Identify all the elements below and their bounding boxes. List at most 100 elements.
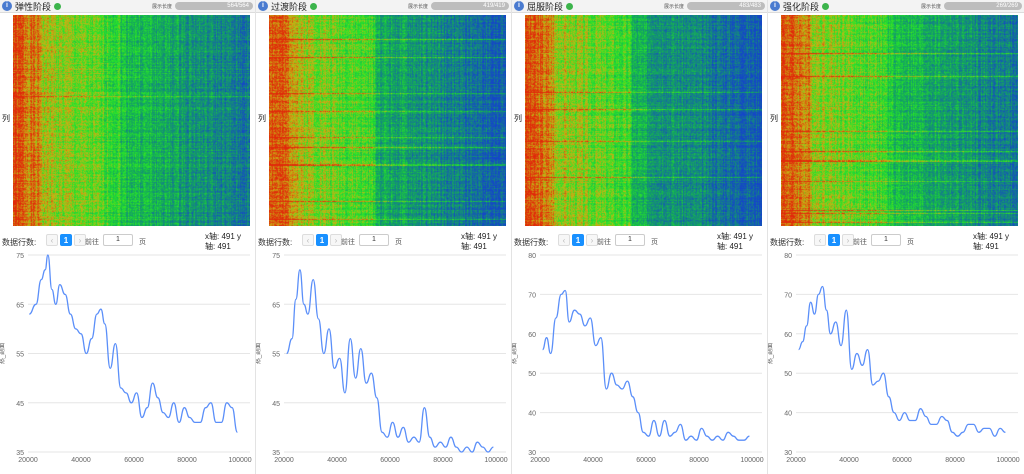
panel-title: 屈服阶段 [527, 1, 564, 12]
y-axis-label: 热_剖面 [256, 343, 262, 364]
display-length-bar[interactable]: 564/564 [175, 2, 253, 10]
line-chart[interactable]: 35 45 55 65 75 20000 40000 60000 80000 100000 热_剖面 [256, 253, 512, 474]
heatmap-side-label: 列 [770, 114, 778, 123]
x-tick-label: 20000 [274, 457, 294, 464]
y-tick-label: 35 [272, 450, 280, 457]
y-axis-label: 热_剖面 [0, 343, 6, 364]
y-tick-label: 35 [16, 450, 24, 457]
x-tick-label: 80000 [945, 457, 965, 464]
heatmap-side-label: 列 [2, 114, 10, 123]
prev-page-button[interactable]: ‹ [558, 234, 570, 246]
rows-label: 数据行数: [2, 238, 37, 247]
display-length-bar[interactable]: 483/483 [687, 2, 765, 10]
y-tick-label: 55 [272, 352, 280, 359]
y-tick-label: 75 [16, 253, 24, 260]
y-tick-label: 50 [528, 371, 536, 378]
axis-info: x轴: 491 y 轴: 491 [717, 232, 767, 252]
prev-page-button[interactable]: ‹ [302, 234, 314, 246]
heatmap-side-label: 列 [514, 114, 522, 123]
page-input[interactable]: 1 [871, 234, 901, 246]
status-ok-icon [566, 2, 574, 10]
axis-info-line2: 轴: 491 [205, 242, 231, 251]
page-input[interactable]: 1 [359, 234, 389, 246]
x-tick-label: 60000 [636, 457, 656, 464]
series-line [798, 285, 1006, 437]
y-tick-label: 45 [16, 401, 24, 408]
status-ok-icon [54, 2, 62, 10]
status-ok-icon [822, 2, 830, 10]
page-1-button[interactable]: 1 [572, 234, 584, 246]
y-axis-label: 热_剖面 [512, 343, 518, 364]
pagination: 数据行数: ‹ 1 › 前往 1 页 x轴: 491 y 轴: 491 [512, 231, 768, 253]
panel-header: i 过渡阶段 展示长度 419/419 [256, 0, 511, 13]
prev-page-button[interactable]: ‹ [46, 234, 58, 246]
display-length-bar[interactable]: 419/419 [431, 2, 509, 10]
pagination: 数据行数: ‹ 1 › 前往 1 页 x轴: 491 y 轴: 491 [768, 231, 1024, 253]
panel-title: 过渡阶段 [271, 1, 308, 12]
panel: i 弹性阶段 展示长度 564/564 列 数据行数: ‹ 1 › 前往 1 页… [0, 0, 256, 474]
panel-header: i 强化阶段 展示长度 269/269 [768, 0, 1024, 13]
prev-page-button[interactable]: ‹ [814, 234, 826, 246]
panel: i 过渡阶段 展示长度 419/419 列 数据行数: ‹ 1 › 前往 1 页… [256, 0, 512, 474]
display-length-label: 展示长度 [920, 3, 941, 10]
y-tick-label: 40 [528, 411, 536, 418]
x-tick-label: 20000 [786, 457, 806, 464]
series-line [286, 269, 494, 453]
page-1-button[interactable]: 1 [60, 234, 72, 246]
y-axis-label: 热_剖面 [768, 343, 774, 364]
axis-info-line1: x轴: 491 y [973, 232, 1010, 241]
panel-header: i 屈服阶段 展示长度 483/483 [512, 0, 767, 13]
x-tick-label: 40000 [327, 457, 347, 464]
x-tick-label: 100000 [996, 457, 1019, 464]
page-1-button[interactable]: 1 [316, 234, 328, 246]
heatmap[interactable] [781, 15, 1018, 226]
panel-title: 弹性阶段 [15, 1, 52, 12]
panel-title: 强化阶段 [783, 1, 820, 12]
x-tick-label: 60000 [124, 457, 144, 464]
y-tick-label: 50 [784, 371, 792, 378]
chevron-left-icon: ‹ [562, 236, 566, 245]
y-tick-label: 40 [784, 411, 792, 418]
heatmap[interactable] [13, 15, 250, 226]
next-page-button[interactable]: › [74, 234, 86, 246]
app-logo-icon: i [258, 1, 268, 11]
page-unit-label: 页 [395, 239, 402, 246]
axis-info-line1: x轴: 491 y [205, 232, 242, 241]
next-page-button[interactable]: › [842, 234, 854, 246]
y-tick-label: 60 [784, 332, 792, 339]
page-unit-label: 页 [907, 239, 914, 246]
x-tick-label: 40000 [839, 457, 859, 464]
panel: i 强化阶段 展示长度 269/269 列 数据行数: ‹ 1 › 前往 1 页… [768, 0, 1024, 474]
x-tick-label: 80000 [177, 457, 197, 464]
next-page-button[interactable]: › [586, 234, 598, 246]
page-input[interactable]: 1 [615, 234, 645, 246]
rows-label: 数据行数: [770, 238, 805, 247]
next-page-button[interactable]: › [330, 234, 342, 246]
app-logo-icon: i [514, 1, 524, 11]
page-1-button[interactable]: 1 [828, 234, 840, 246]
display-length-bar[interactable]: 269/269 [944, 2, 1022, 10]
heatmap-side-label: 列 [258, 114, 266, 123]
chevron-right-icon: › [846, 236, 850, 245]
y-tick-label: 45 [272, 401, 280, 408]
line-chart[interactable]: 35 45 55 65 75 20000 40000 60000 80000 100000 热_剖面 [0, 253, 256, 474]
axis-info-line2: 轴: 491 [461, 242, 487, 251]
chevron-left-icon: ‹ [50, 236, 54, 245]
status-ok-icon [310, 2, 318, 10]
goto-label: 前往 [597, 239, 611, 246]
x-tick-label: 40000 [71, 457, 91, 464]
heatmap[interactable] [525, 15, 762, 226]
series-line [541, 289, 750, 441]
page-unit-label: 页 [139, 239, 146, 246]
chevron-right-icon: › [78, 236, 82, 245]
axis-info-line2: 轴: 491 [973, 242, 999, 251]
line-chart[interactable]: 30 40 50 60 70 80 20000 40000 60000 80000 100000 热_… [512, 253, 768, 474]
y-tick-label: 30 [784, 450, 792, 457]
chevron-left-icon: ‹ [818, 236, 822, 245]
line-chart[interactable]: 30 40 50 60 70 80 20000 40000 60000 80000 100000 热_… [768, 253, 1024, 474]
pagination: 数据行数: ‹ 1 › 前往 1 页 x轴: 491 y 轴: 491 [0, 231, 256, 253]
heatmap[interactable] [269, 15, 506, 226]
y-tick-label: 75 [272, 253, 280, 260]
chevron-right-icon: › [334, 236, 338, 245]
page-input[interactable]: 1 [103, 234, 133, 246]
